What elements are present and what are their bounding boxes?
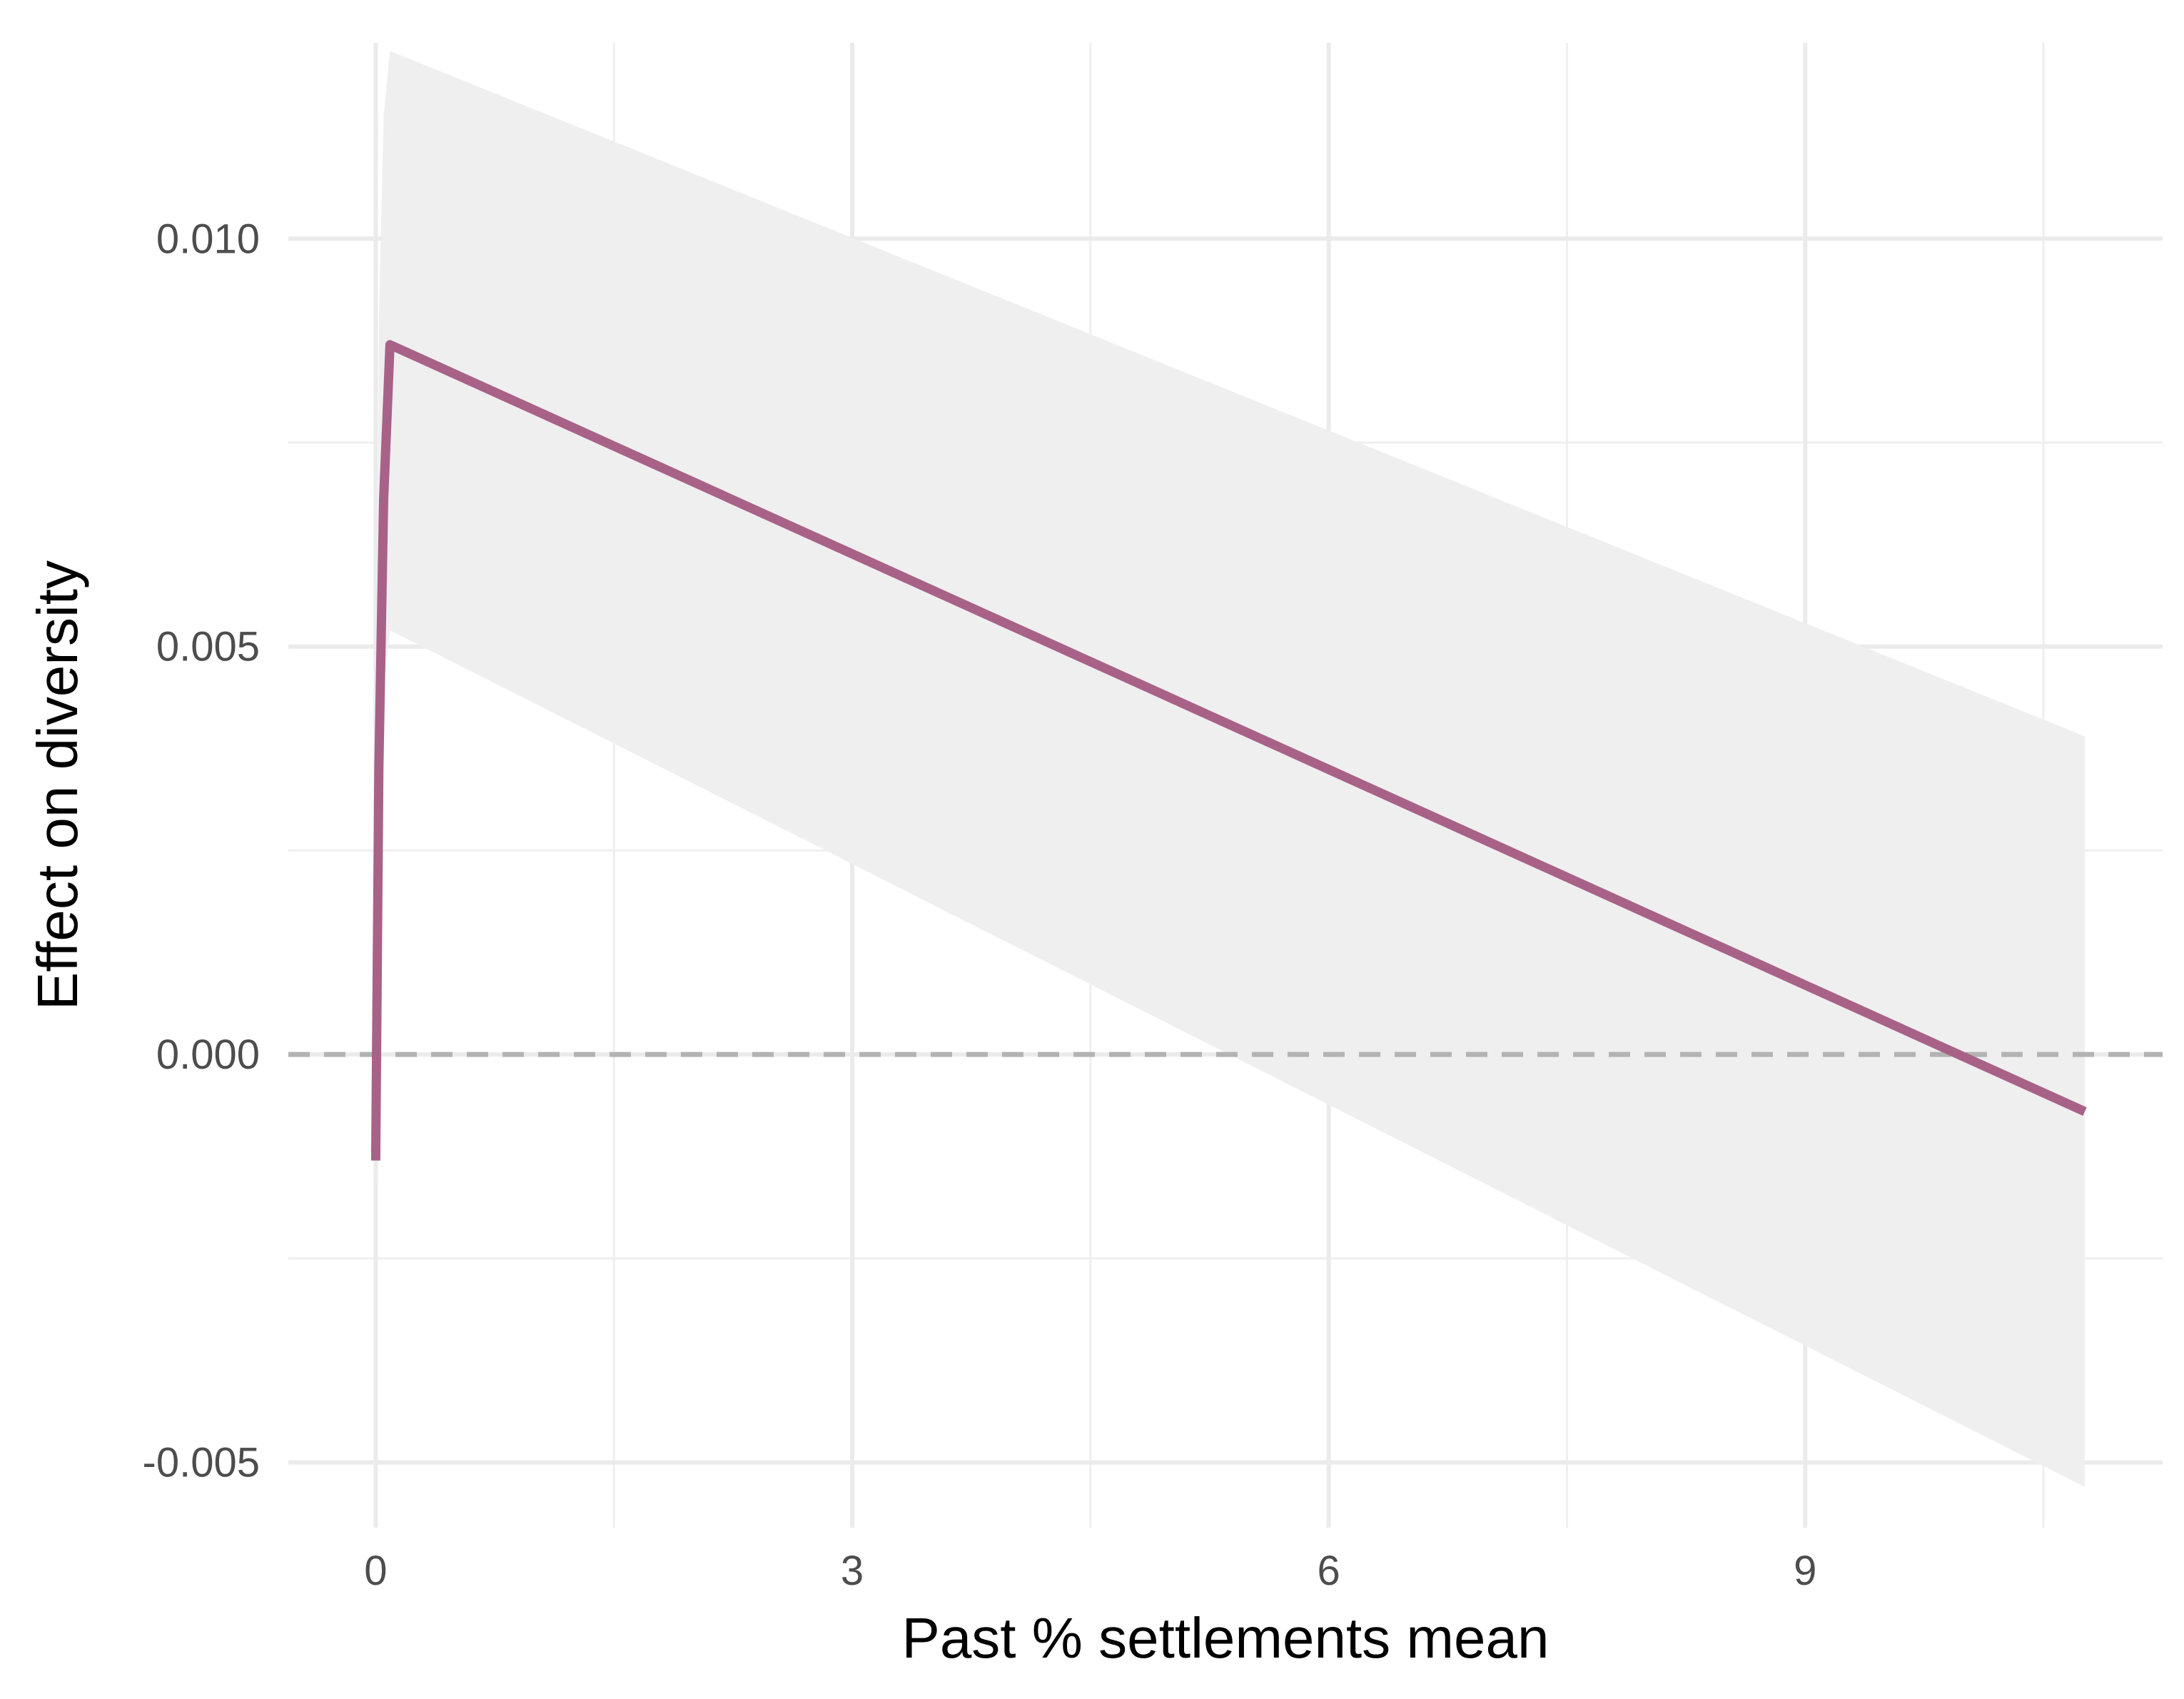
y-tick-label-0: -0.005 bbox=[143, 1440, 260, 1486]
x-tick-label-0: 0 bbox=[364, 1548, 387, 1594]
x-tick-labels: 0 3 6 9 bbox=[364, 1548, 1816, 1594]
y-axis-title: Effect on diversity bbox=[26, 560, 89, 1010]
x-axis-title: Past % settlements mean bbox=[901, 1606, 1549, 1670]
x-tick-label-3: 9 bbox=[1794, 1548, 1816, 1594]
x-tick-label-1: 3 bbox=[841, 1548, 864, 1594]
y-tick-labels: -0.005 0.000 0.005 0.010 bbox=[143, 216, 260, 1486]
y-tick-label-3: 0.010 bbox=[156, 216, 260, 262]
x-tick-label-2: 6 bbox=[1318, 1548, 1340, 1594]
y-tick-label-1: 0.000 bbox=[156, 1032, 260, 1078]
y-tick-label-2: 0.005 bbox=[156, 624, 260, 670]
line-layer bbox=[370, 340, 2087, 1161]
confidence-band-0 bbox=[375, 51, 2086, 1487]
effect-line-0 bbox=[370, 340, 2087, 1161]
confidence-band-layer bbox=[375, 51, 2086, 1487]
